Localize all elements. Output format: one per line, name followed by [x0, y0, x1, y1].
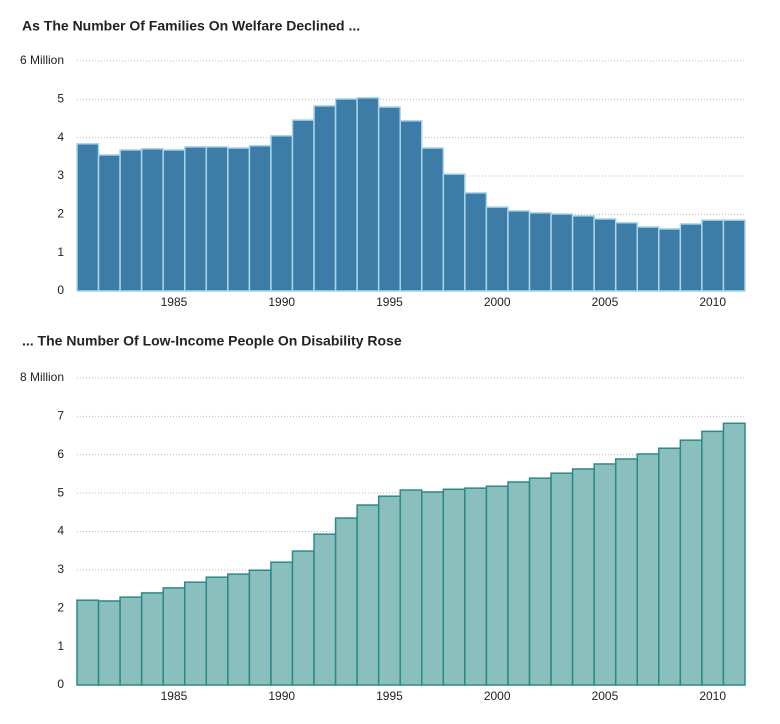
- bar: [356, 97, 380, 292]
- x-tick-label: 2010: [699, 689, 726, 703]
- bar: [507, 210, 531, 292]
- bar: [76, 599, 100, 686]
- bar: [97, 600, 121, 686]
- bar: [442, 488, 466, 686]
- bar: [291, 550, 315, 686]
- bar: [528, 477, 552, 686]
- bar: [270, 561, 294, 686]
- bar: [636, 226, 660, 292]
- bar: [356, 504, 380, 686]
- bar: [313, 533, 337, 686]
- bar: [119, 149, 143, 292]
- bar: [722, 219, 746, 292]
- y-tick-label: 1: [57, 639, 64, 653]
- bar: [334, 98, 358, 292]
- bar: [593, 463, 617, 686]
- y-tick-label: 1: [57, 245, 64, 259]
- bar: [399, 489, 423, 686]
- bar: [205, 146, 229, 292]
- bar: [205, 576, 229, 686]
- x-tick-label: 1990: [268, 689, 295, 703]
- bar: [722, 422, 746, 686]
- y-tick-label: 6 Million: [20, 53, 64, 67]
- bar: [227, 573, 251, 686]
- bar: [679, 223, 703, 292]
- bar: [658, 228, 682, 292]
- y-tick-label: 4: [57, 524, 64, 538]
- y-tick-label: 5: [57, 92, 64, 106]
- bar: [571, 215, 595, 292]
- x-tick-label: 1985: [161, 295, 188, 309]
- bar: [76, 143, 100, 292]
- bar: [248, 569, 272, 686]
- bar: [614, 458, 639, 686]
- x-tick-label: 1995: [376, 689, 403, 703]
- bar: [485, 206, 509, 292]
- x-tick-label: 2010: [699, 295, 726, 309]
- bar: [464, 192, 488, 292]
- bar: [701, 430, 725, 686]
- bar: [291, 119, 315, 292]
- chart-title: As The Number Of Families On Welfare Dec…: [22, 18, 360, 34]
- chart-title: ... The Number Of Low-Income People On D…: [22, 333, 402, 349]
- bar: [162, 587, 186, 686]
- x-tick-label: 1990: [268, 295, 295, 309]
- bar: [399, 120, 423, 292]
- bar: [334, 517, 358, 686]
- bar: [421, 147, 445, 292]
- bar: [140, 592, 164, 686]
- x-tick-label: 2005: [592, 689, 619, 703]
- x-tick-label: 1995: [376, 295, 403, 309]
- bar: [162, 149, 186, 292]
- bar: [227, 147, 251, 292]
- y-tick-label: 7: [57, 409, 64, 423]
- bar: [679, 439, 703, 686]
- x-tick-label: 1985: [161, 689, 188, 703]
- bar: [507, 481, 531, 686]
- bar: [636, 453, 660, 686]
- y-tick-label: 4: [57, 130, 64, 144]
- bar: [658, 447, 682, 686]
- bar: [183, 581, 208, 686]
- bar: [183, 146, 208, 292]
- y-tick-label: 3: [57, 562, 64, 576]
- y-tick-label: 2: [57, 600, 64, 614]
- y-tick-label: 3: [57, 168, 64, 182]
- y-tick-label: 0: [57, 283, 64, 297]
- y-tick-label: 0: [57, 677, 64, 691]
- bar: [701, 219, 725, 292]
- bar: [614, 222, 639, 292]
- bar: [377, 495, 401, 686]
- y-tick-label: 5: [57, 485, 64, 499]
- bar: [97, 154, 121, 292]
- y-tick-label: 8 Million: [20, 370, 64, 384]
- bar: [571, 468, 595, 686]
- bar: [593, 218, 617, 292]
- bar: [119, 596, 143, 686]
- bar: [421, 491, 445, 686]
- y-tick-label: 2: [57, 207, 64, 221]
- bar: [464, 487, 488, 686]
- x-tick-label: 2000: [484, 689, 511, 703]
- bar: [485, 485, 509, 686]
- bar: [550, 472, 574, 686]
- bar: [270, 135, 294, 292]
- bar: [550, 213, 574, 292]
- y-tick-label: 6: [57, 447, 64, 461]
- bar: [442, 173, 466, 292]
- x-tick-label: 2005: [592, 295, 619, 309]
- bar: [528, 212, 552, 292]
- bar: [248, 144, 272, 292]
- bar: [377, 106, 401, 292]
- x-tick-label: 2000: [484, 295, 511, 309]
- bar: [140, 148, 164, 292]
- bar: [313, 105, 337, 292]
